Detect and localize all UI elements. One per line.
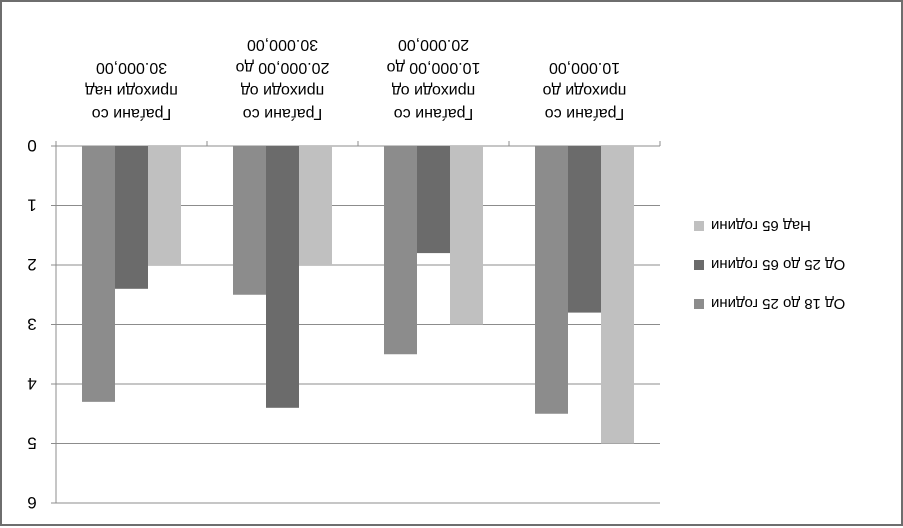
bar-1-series-2 [115, 146, 148, 289]
legend-swatch-2 [694, 260, 704, 270]
legend-swatch-1 [694, 299, 704, 309]
category-label-3-line-4: 20.000,00 [398, 36, 469, 53]
legend-swatch-3 [694, 221, 704, 231]
category-label-2-line-2: приходи од [240, 82, 324, 99]
bars-layer [82, 146, 634, 444]
category-label-2-line-4: 30.000,00 [247, 36, 318, 53]
category-label-2-line-3: 20.000,00 до [235, 59, 329, 76]
y-tick-label-5: 5 [27, 434, 36, 453]
bar-1-series-1 [82, 146, 115, 402]
category-label-1-line-2: приходи над [85, 82, 178, 99]
bar-2-series-1 [233, 146, 266, 295]
y-tick-label-0: 0 [27, 136, 36, 155]
bar-1-series-3 [148, 146, 181, 265]
category-label-3-line-3: 10.000,00 до [386, 59, 480, 76]
bar-3-series-3 [450, 146, 483, 325]
category-label-3-line-1: Граѓани со [394, 105, 474, 122]
y-tick-label-3: 3 [27, 315, 36, 334]
category-label-4-line-3: 10.000,00 [549, 59, 620, 76]
y-tick-label-2: 2 [27, 255, 36, 274]
category-label-4-line-2: приходи до [542, 82, 626, 99]
category-label-1-line-3: 30.000,00 [96, 59, 167, 76]
legend: Над 65 години Од 25 до 65 години Од 18 до … [694, 217, 845, 312]
legend-label-1: Од 18 до 25 години [711, 295, 845, 312]
bar-3-series-1 [384, 146, 417, 355]
bar-4-series-2 [568, 146, 601, 313]
bar-2-series-3 [299, 146, 332, 265]
bar-2-series-2 [266, 146, 299, 408]
y-tick-label-6: 6 [27, 493, 36, 512]
y-tick-label-1: 1 [27, 196, 36, 215]
y-tick-label-4: 4 [27, 374, 36, 393]
bar-4-series-3 [601, 146, 634, 444]
category-label-4-line-1: Граѓани со [545, 105, 625, 122]
bar-4-series-1 [535, 146, 568, 414]
category-label-2-line-1: Граѓани со [243, 105, 323, 122]
legend-label-3: Над 65 години [711, 217, 811, 234]
legend-label-2: Од 25 до 65 години [711, 256, 845, 273]
labels-layer: 0 1 2 3 4 5 6 Граѓани со приходи над 30.000,00 Гра… [27, 36, 626, 512]
category-label-3-line-2: приходи од [391, 82, 475, 99]
category-label-1-line-1: Граѓани со [92, 105, 172, 122]
bar-3-series-2 [417, 146, 450, 254]
